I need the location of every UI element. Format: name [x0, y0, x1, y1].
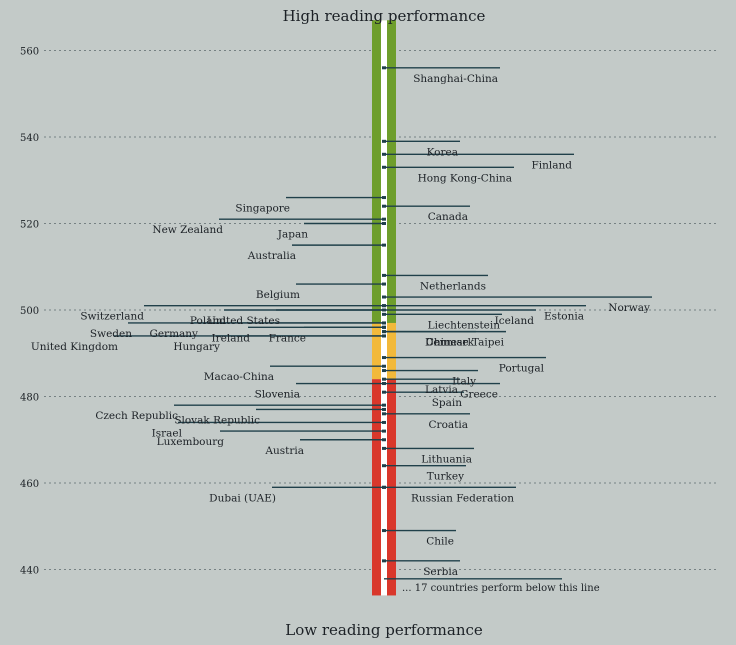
country-tick — [382, 152, 386, 156]
country-tick — [382, 243, 386, 247]
country-label: Russian Federation — [411, 492, 514, 504]
country-tick — [382, 407, 386, 411]
country-label: Slovenia — [255, 389, 300, 401]
country-label: Canada — [428, 211, 468, 223]
country-label: Latvia — [425, 384, 458, 396]
country-label: Liechtenstein — [428, 319, 501, 331]
bar-center-stripe — [381, 20, 387, 596]
country-label: Croatia — [429, 419, 468, 431]
country-tick — [382, 196, 386, 200]
country-tick — [382, 420, 386, 424]
country-label: Iceland — [495, 315, 535, 327]
country-label: Poland — [190, 315, 226, 327]
country-label: Finland — [531, 159, 572, 171]
country-tick — [382, 222, 386, 225]
country-tick — [382, 559, 386, 563]
country-tick — [382, 485, 386, 489]
country-tick — [382, 330, 386, 334]
y-tick-label: 540 — [20, 133, 39, 144]
country-tick — [382, 217, 386, 221]
country-label: Norway — [608, 302, 650, 314]
country-label: Israel — [152, 427, 183, 439]
country-label: Ireland — [212, 332, 251, 344]
country-tick — [382, 446, 386, 450]
country-label: Singapore — [235, 203, 290, 215]
country-tick — [382, 273, 386, 277]
y-tick-label: 440 — [20, 566, 39, 577]
country-tick — [382, 304, 386, 308]
country-label: Hungary — [173, 341, 220, 353]
country-label: Germany — [149, 328, 198, 340]
country-tick — [382, 325, 386, 329]
country-tick — [382, 139, 386, 143]
country-tick — [382, 382, 386, 386]
chart-bottom-label: Low reading performance — [285, 621, 483, 639]
country-label: Australia — [247, 250, 296, 262]
country-tick — [382, 334, 386, 338]
country-label: Macao-China — [204, 371, 274, 383]
country-label: Chile — [426, 536, 454, 548]
country-label: United States — [207, 315, 280, 327]
country-tick — [382, 377, 386, 381]
country-tick — [382, 282, 386, 286]
country-label: United Kingdom — [31, 341, 118, 353]
country-label: Switzerland — [80, 311, 144, 323]
country-label: Korea — [427, 146, 458, 158]
country-label: Serbia — [423, 566, 458, 578]
country-label: Slovak Republic — [174, 414, 260, 426]
country-tick — [382, 369, 386, 373]
country-tick — [382, 529, 386, 533]
footnote-label: ... 17 countries perform below this line — [402, 583, 600, 594]
y-tick-label: 500 — [20, 306, 39, 317]
country-tick — [382, 165, 386, 169]
chart-title: High reading performance — [283, 7, 486, 25]
country-label: Spain — [432, 397, 463, 409]
country-label: Hong Kong-China — [418, 172, 512, 184]
country-label: Italy — [452, 376, 476, 388]
country-label: France — [269, 332, 306, 344]
country-label: Turkey — [427, 471, 464, 483]
country-label: Lithuania — [421, 453, 472, 465]
country-label: Czech Republic — [95, 410, 178, 422]
country-label: Chinese Taipei — [426, 337, 505, 349]
y-tick-label: 460 — [20, 479, 39, 490]
country-label: Japan — [277, 229, 308, 241]
y-tick-label: 520 — [20, 220, 39, 231]
country-tick — [382, 204, 386, 208]
country-tick — [382, 438, 386, 442]
country-tick — [382, 429, 386, 433]
country-label: Denmark — [425, 337, 475, 349]
country-label: Netherlands — [420, 280, 486, 292]
country-tick — [382, 356, 386, 360]
y-tick-label: 560 — [20, 47, 39, 58]
country-label: Luxembourg — [157, 436, 225, 448]
country-label: Belgium — [256, 289, 300, 301]
country-tick — [382, 295, 386, 299]
country-label: New Zealand — [152, 224, 223, 236]
country-tick — [382, 308, 386, 312]
country-label: Estonia — [544, 311, 584, 323]
country-label: Greece — [460, 389, 498, 401]
country-label: Sweden — [90, 328, 132, 340]
country-tick — [382, 464, 386, 468]
country-tick — [382, 312, 386, 316]
country-tick — [382, 321, 386, 325]
country-label: Portugal — [499, 363, 545, 375]
country-label: Dubai (UAE) — [209, 492, 276, 504]
y-tick-label: 480 — [20, 393, 39, 404]
country-label: Austria — [264, 445, 304, 457]
country-tick — [382, 390, 386, 394]
country-tick — [382, 364, 386, 368]
country-tick — [382, 403, 386, 407]
country-tick — [382, 412, 386, 416]
country-tick — [382, 66, 386, 70]
country-label: Shanghai-China — [413, 73, 498, 85]
